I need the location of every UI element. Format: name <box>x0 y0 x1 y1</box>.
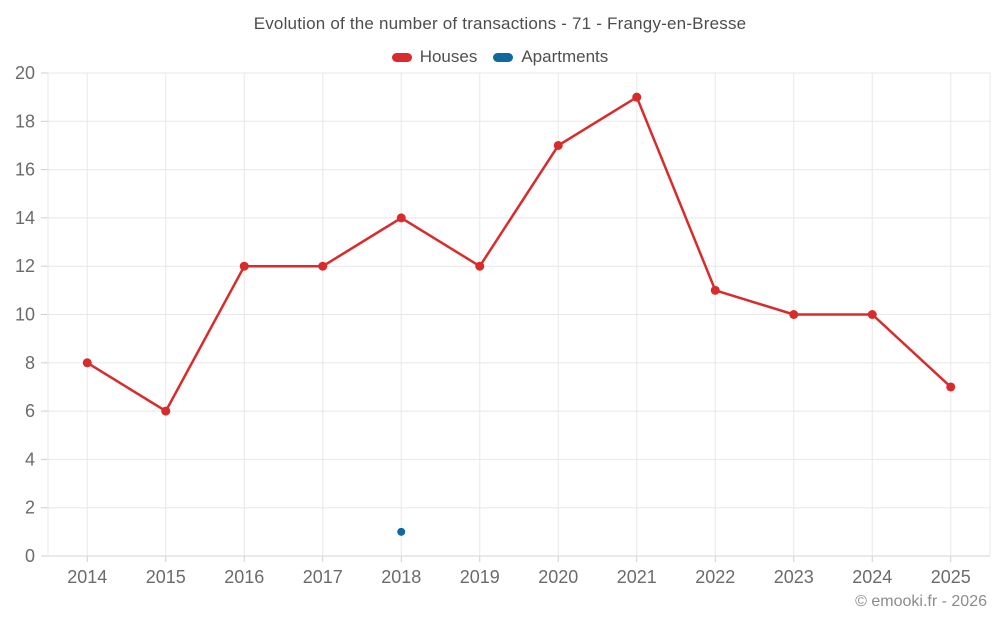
legend-label: Apartments <box>521 47 609 66</box>
x-axis-label: 2025 <box>931 567 971 587</box>
chart-legend: Houses Apartments <box>0 46 1000 68</box>
data-point-houses-2014[interactable] <box>82 358 92 368</box>
x-axis-label: 2023 <box>774 567 814 587</box>
x-axis-label: 2022 <box>695 567 735 587</box>
data-point-apartments-2018[interactable] <box>397 527 406 536</box>
x-axis-label: 2016 <box>224 567 264 587</box>
x-axis-label: 2020 <box>538 567 578 587</box>
y-axis-label: 16 <box>15 160 35 180</box>
y-axis-label: 18 <box>15 111 35 131</box>
x-axis-label: 2021 <box>617 567 657 587</box>
data-point-houses-2016[interactable] <box>239 261 249 271</box>
series-line-houses <box>86 95 953 413</box>
y-axis-label: 6 <box>25 401 35 421</box>
data-point-houses-2015[interactable] <box>161 406 171 416</box>
x-axis-label: 2015 <box>146 567 186 587</box>
copyright-footer: © emooki.fr - 2026 <box>855 593 987 610</box>
y-axis-label: 10 <box>15 305 35 325</box>
data-point-houses-2025[interactable] <box>946 382 956 392</box>
y-axis-label: 2 <box>25 498 35 518</box>
y-axis-label: 8 <box>25 353 35 373</box>
x-axis-label: 2019 <box>460 567 500 587</box>
data-point-houses-2021[interactable] <box>632 92 642 102</box>
legend-label: Houses <box>419 47 478 66</box>
legend-item-houses[interactable]: Houses <box>391 47 478 67</box>
y-axis-label: 14 <box>15 208 35 228</box>
y-axis-label: 4 <box>25 449 35 469</box>
y-axis-label: 12 <box>15 256 35 276</box>
y-axis-label: 20 <box>15 63 35 83</box>
data-point-houses-2017[interactable] <box>318 261 328 271</box>
x-axis-label: 2024 <box>852 567 892 587</box>
data-point-houses-2023[interactable] <box>789 310 799 319</box>
x-axis-label: 2014 <box>67 567 107 587</box>
legend-item-apartments[interactable]: Apartments <box>493 47 608 67</box>
x-axis-label: 2018 <box>381 567 421 587</box>
data-point-houses-2019[interactable] <box>475 261 485 271</box>
data-point-houses-2024[interactable] <box>867 310 877 319</box>
legend-swatch-houses <box>391 52 412 62</box>
legend-swatch-apartments <box>493 52 514 62</box>
data-point-houses-2018[interactable] <box>396 213 406 223</box>
data-point-houses-2022[interactable] <box>710 285 720 295</box>
x-axis-label: 2017 <box>303 567 343 587</box>
data-point-houses-2020[interactable] <box>553 140 563 150</box>
chart-title: Evolution of the number of transactions … <box>253 14 747 33</box>
y-axis-label: 0 <box>25 546 35 566</box>
